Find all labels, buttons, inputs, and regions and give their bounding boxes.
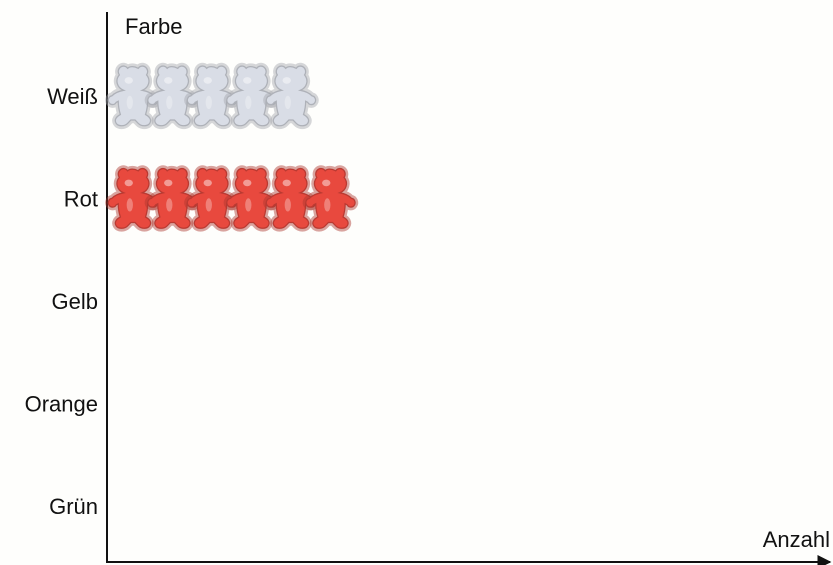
bar-pictogram [108,66,315,126]
bear-highlight [324,198,330,211]
bear-highlight [127,96,133,109]
bear-highlight [283,180,291,187]
y-tick-label: Rot [64,186,98,211]
bear-highlight [166,96,172,109]
y-tick-label: Orange [25,391,98,416]
y-axis-label: Farbe [125,14,182,39]
bear-icon [306,169,355,229]
bear-highlight [164,77,172,84]
y-tick-label: Weiß [47,84,98,109]
bear-highlight [125,180,133,187]
bear-highlight [204,180,212,187]
bear-highlight [164,180,172,187]
chart: Farbe Anzahl Weiß Rot Gelb Orange Grün [0,0,833,565]
x-axis-label: Anzahl [763,527,830,552]
bar-pictogram [108,169,355,229]
bear-highlight [285,96,291,109]
y-tick-label: Grün [49,494,98,519]
bear-icon [266,66,315,126]
bear-highlight [245,198,251,211]
bear-highlight [166,198,172,211]
bear-highlight [206,96,212,109]
bear-highlight [283,77,291,84]
y-tick-label: Gelb [52,289,98,314]
bear-highlight [204,77,212,84]
bear-highlight [322,180,330,187]
bear-highlight [285,198,291,211]
bear-highlight [243,77,251,84]
bear-highlight [243,180,251,187]
bear-highlight [206,198,212,211]
bear-highlight [125,77,133,84]
bear-highlight [245,96,251,109]
bear-highlight [127,198,133,211]
